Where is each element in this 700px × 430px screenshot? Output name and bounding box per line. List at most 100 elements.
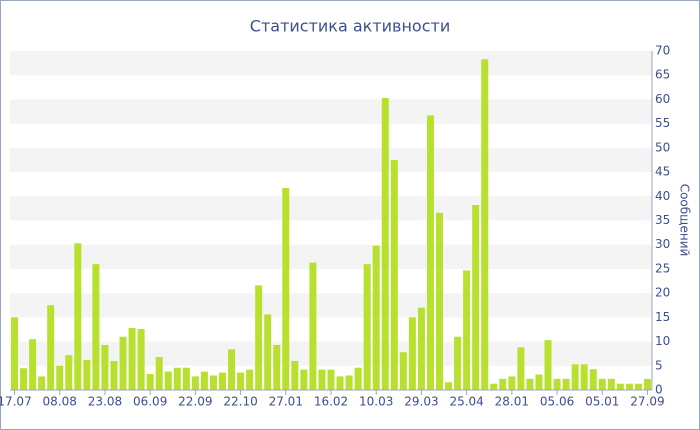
x-tick-label: 23.08	[88, 395, 122, 409]
x-tick-label: 16.02	[314, 395, 348, 409]
bar	[535, 374, 543, 390]
bar	[300, 369, 308, 390]
bar	[83, 359, 91, 390]
grid-band	[10, 51, 652, 76]
bar	[327, 369, 335, 390]
bar	[544, 340, 552, 390]
bar	[309, 262, 317, 390]
bar	[110, 360, 118, 390]
bar	[426, 115, 434, 390]
bar	[580, 364, 588, 390]
bar	[101, 344, 109, 390]
bar	[490, 383, 498, 390]
bar	[634, 383, 642, 390]
x-tick-label: 22.10	[223, 395, 257, 409]
y-tick-label: 55	[655, 116, 670, 130]
bar	[246, 369, 254, 390]
bar	[598, 378, 606, 390]
bar	[445, 382, 453, 390]
bar	[291, 360, 299, 390]
bar	[508, 376, 516, 390]
y-tick-label: 70	[655, 44, 670, 58]
bar	[472, 205, 480, 390]
bar	[137, 328, 145, 390]
y-tick-label: 40	[655, 189, 670, 203]
y-tick-label: 5	[655, 358, 663, 372]
bar	[589, 369, 597, 390]
bar	[282, 188, 290, 390]
y-axis-label: Сообщений	[678, 184, 692, 257]
bar	[526, 378, 534, 390]
x-tick-label: 25.04	[449, 395, 483, 409]
bar	[643, 378, 651, 390]
bar	[20, 368, 28, 390]
bar	[354, 367, 362, 390]
grid-band	[10, 196, 652, 221]
bar	[517, 347, 525, 390]
bar	[237, 372, 245, 390]
bar	[56, 365, 64, 390]
bar	[390, 159, 398, 390]
grid-band	[10, 99, 652, 124]
y-tick-label: 15	[655, 310, 670, 324]
y-tick-label: 30	[655, 237, 670, 251]
bar	[345, 375, 353, 390]
x-tick-label: 05.06	[540, 395, 574, 409]
bar	[128, 328, 136, 390]
bar	[408, 317, 416, 390]
bar	[616, 383, 624, 390]
bar	[200, 371, 208, 390]
bar	[65, 355, 73, 390]
y-tick-label: 0	[655, 383, 663, 397]
grid-band	[10, 147, 652, 173]
bar	[119, 336, 127, 390]
bar	[553, 378, 561, 390]
x-tick-label: 17.07	[0, 395, 32, 409]
bar	[372, 245, 380, 390]
bar	[436, 212, 444, 390]
x-tick-label: 28.01	[495, 395, 529, 409]
x-tick-label: 27.01	[269, 395, 303, 409]
chart-title: Статистика активности	[250, 17, 450, 36]
x-tick-label: 05.01	[585, 395, 619, 409]
bar	[499, 378, 507, 390]
bar	[273, 344, 281, 390]
y-tick-label: 50	[655, 140, 670, 154]
bar	[318, 369, 326, 390]
bar	[463, 270, 471, 390]
bar	[74, 243, 82, 390]
y-tick-label: 35	[655, 213, 670, 227]
grid-band	[10, 293, 652, 318]
bar	[146, 374, 154, 390]
y-tick-label: 45	[655, 165, 670, 179]
bar	[562, 378, 570, 390]
x-tick-label: 08.08	[43, 395, 77, 409]
bar	[381, 97, 389, 391]
grid-band	[10, 244, 652, 269]
y-tick-label: 25	[655, 261, 670, 275]
bar	[209, 375, 217, 390]
bar	[336, 376, 344, 390]
x-tick-label: 10.03	[359, 395, 393, 409]
bar	[607, 378, 615, 390]
bar	[264, 314, 272, 390]
bar	[182, 367, 190, 390]
bar	[399, 352, 407, 390]
bar	[47, 305, 55, 390]
y-tick-label: 65	[655, 68, 670, 82]
bar	[92, 264, 100, 390]
y-tick-label: 20	[655, 286, 670, 300]
x-tick-label: 22.09	[178, 395, 212, 409]
bar	[38, 376, 46, 390]
bar	[454, 336, 462, 390]
bar	[571, 364, 579, 390]
bar	[228, 349, 236, 390]
x-tick-label: 29.03	[404, 395, 438, 409]
bar	[417, 307, 425, 390]
bar	[29, 339, 37, 390]
bar	[164, 371, 172, 390]
bar	[191, 376, 199, 390]
bar	[218, 372, 226, 390]
bar	[173, 367, 181, 390]
